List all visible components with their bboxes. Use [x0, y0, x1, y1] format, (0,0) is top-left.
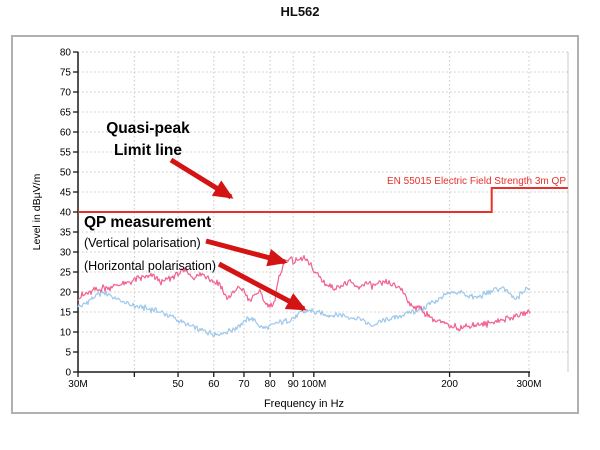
chart-text: 60	[208, 379, 220, 390]
chart-text: 30	[60, 248, 72, 259]
trace-vertical-polarisation	[77, 255, 531, 332]
y-axis-title: Level in dBµV/m	[31, 173, 43, 250]
chart-text: 0	[65, 368, 71, 379]
limit-line	[78, 187, 568, 213]
chart-text: 80	[60, 48, 72, 59]
chart-text: 50	[172, 379, 184, 390]
chart-text: 15	[60, 308, 72, 319]
annotation-label: Quasi-peak	[106, 120, 190, 137]
chart-text: 45	[60, 188, 72, 199]
chart-text: 35	[60, 228, 72, 239]
chart-text: 55	[60, 148, 72, 159]
page-title: HL562	[280, 4, 320, 19]
annotation-label: (Horizontal polarisation)	[84, 259, 216, 273]
chart-text: 200	[441, 379, 458, 390]
chart-text: 75	[60, 68, 72, 79]
chart-text: 20	[60, 288, 72, 299]
chart-text: 300M	[516, 379, 541, 390]
annotation-arrow	[169, 157, 234, 200]
chart-text: 60	[60, 128, 72, 139]
chart-text: 100M	[301, 379, 326, 390]
annotation-label: Limit line	[114, 142, 182, 159]
annotation-label: (Vertical polarisation)	[84, 236, 201, 250]
chart-text: 70	[60, 88, 72, 99]
annotation-arrow	[217, 261, 307, 312]
chart-text: 65	[60, 108, 72, 119]
annotation-arrow	[205, 238, 288, 267]
chart-frame	[11, 35, 579, 414]
chart-text: 70	[238, 379, 250, 390]
chart-text: 90	[288, 379, 300, 390]
chart-text: 25	[60, 268, 72, 279]
limit-line-label: EN 55015 Electric Field Strength 3m QP	[387, 176, 566, 187]
chart-text: 5	[65, 348, 71, 359]
x-axis-title: Frequency in Hz	[264, 398, 344, 410]
chart-text: 30M	[68, 379, 87, 390]
chart-text: 50	[60, 168, 72, 179]
chart-text: 10	[60, 328, 72, 339]
annotation-label: QP measurement	[84, 214, 211, 231]
chart-text: 40	[60, 208, 72, 219]
trace-horizontal-polarisation	[77, 286, 531, 338]
chart-text: 80	[265, 379, 277, 390]
